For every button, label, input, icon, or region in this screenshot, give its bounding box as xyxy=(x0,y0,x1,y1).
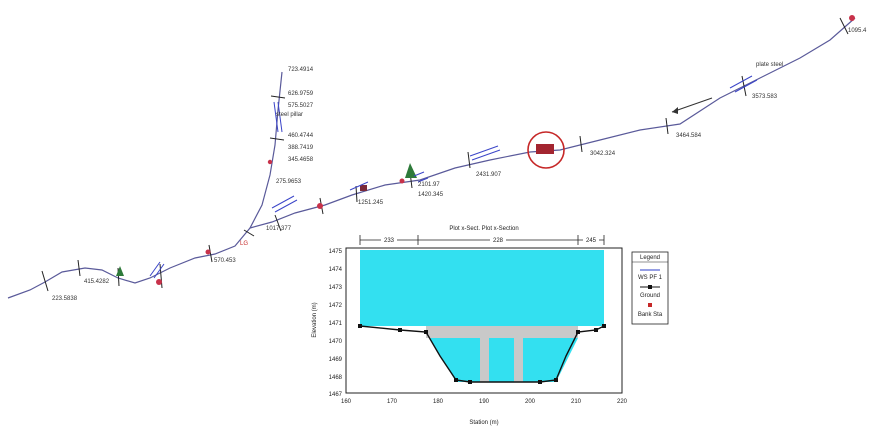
x-tick-label: 180 xyxy=(433,399,444,405)
blue-annotations xyxy=(149,75,758,279)
chainage-label: 3464.584 xyxy=(676,133,702,139)
chainage-label: 223.5838 xyxy=(52,296,78,302)
marker-label: LG xyxy=(240,241,248,247)
structure-markers xyxy=(156,15,855,285)
y-tick-label: 1469 xyxy=(329,357,343,363)
x-tick-label: 170 xyxy=(387,399,398,405)
y-tick-label: 1474 xyxy=(329,267,343,273)
x-tick-label: 160 xyxy=(341,399,352,405)
chainage-label: 388.7419 xyxy=(288,145,314,151)
x-tick-label: 200 xyxy=(525,399,536,405)
y-tick-label: 1470 xyxy=(329,339,343,345)
legend-item: WS PF 1 xyxy=(638,275,663,281)
flow-arrowhead xyxy=(672,107,678,114)
y-tick-label: 1472 xyxy=(329,303,343,309)
dim-label: 233 xyxy=(384,238,395,244)
dim-label: 228 xyxy=(493,238,504,244)
main-alignment-line xyxy=(7,71,283,299)
bridge-pier xyxy=(514,338,523,382)
chainage-label: 2431.907 xyxy=(476,172,502,178)
chainage-label: 723.4914 xyxy=(288,67,314,73)
section-ticks xyxy=(41,17,849,292)
y-tick-label: 1468 xyxy=(329,375,343,381)
cross-section-plot: Plot x-Sect. Plot x-Section 233 228 245 xyxy=(312,226,669,426)
x-tick-label: 210 xyxy=(571,399,582,405)
legend-item: Ground xyxy=(640,293,660,299)
x-tick-label: 190 xyxy=(479,399,490,405)
chainage-label: 275.9653 xyxy=(276,179,302,185)
chainage-label: 460.4744 xyxy=(288,133,314,139)
dimension-line xyxy=(359,235,605,245)
x-tick-label: 220 xyxy=(617,399,628,405)
dim-label: 245 xyxy=(586,238,597,244)
chainage-label: 1017.377 xyxy=(266,226,292,232)
chainage-label: 345.4658 xyxy=(288,157,314,163)
bridge-marker-a xyxy=(360,185,367,191)
chainage-label: 3573.583 xyxy=(752,94,778,100)
chainage-label: 1251.245 xyxy=(358,200,384,206)
ground-line xyxy=(359,325,605,383)
legend-item: Bank Sta xyxy=(638,312,663,318)
ground-points xyxy=(358,324,606,384)
y-tick-label: 1475 xyxy=(329,249,343,255)
water-under-bridge xyxy=(430,338,578,382)
flow-arrow xyxy=(671,97,713,113)
chainage-label: 2101.97 xyxy=(418,182,440,188)
tree-icon xyxy=(116,266,124,276)
y-axis-label: Elevation (m) xyxy=(312,302,318,337)
bridge-pier xyxy=(480,338,489,382)
y-tick-label: 1473 xyxy=(329,285,343,291)
chainage-label: 415.4282 xyxy=(84,279,110,285)
chainage-label: 570.453 xyxy=(214,258,236,264)
bridge-deck xyxy=(426,326,578,338)
section-title: Plot x-Sect. Plot x-Section xyxy=(449,226,518,232)
x-axis-label: Station (m) xyxy=(469,420,498,426)
y-tick-label: 1467 xyxy=(329,392,343,398)
chainage-label: 575.5027 xyxy=(288,103,314,109)
river-plan: 223.5838 415.4282 723.4914 626.9759 575.… xyxy=(7,15,867,302)
chainage-label: 1420.345 xyxy=(418,192,444,198)
chainage-label: 1095.4 xyxy=(848,28,867,34)
water-surface-area xyxy=(360,250,604,326)
chainage-label: 3042.324 xyxy=(590,151,616,157)
chainage-label: 626.9759 xyxy=(288,91,314,97)
y-tick-label: 1471 xyxy=(329,321,343,327)
legend: Legend WS PF 1 Ground Bank Sta xyxy=(631,251,669,325)
structure-label: steel pillar xyxy=(276,112,303,118)
branch-alignment-line xyxy=(249,17,856,229)
structure-label: plate steel xyxy=(756,62,783,68)
tree-icon xyxy=(405,163,417,178)
legend-title: Legend xyxy=(640,255,660,261)
highlight-circle xyxy=(527,131,565,169)
